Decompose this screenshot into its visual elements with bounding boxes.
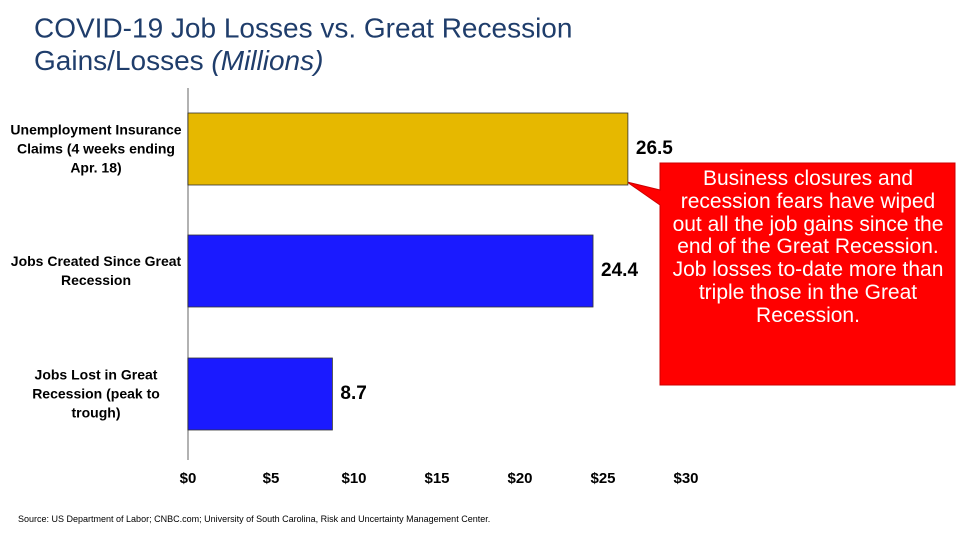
x-tick-label: $5 <box>263 470 280 487</box>
x-tick-label: $20 <box>507 470 532 487</box>
title-unit: (Millions) <box>211 45 323 76</box>
bar <box>187 234 594 308</box>
chart-title: COVID-19 Job Losses vs. Great Recession <box>34 12 572 43</box>
bar <box>187 112 629 186</box>
callout-text: Business closures and recession fears ha… <box>672 167 944 327</box>
title-text: Gains/Losses <box>34 45 204 76</box>
x-tick-label: $15 <box>424 470 449 487</box>
category-label: Jobs Created Since Great Recession <box>10 253 182 288</box>
x-tick-label: $10 <box>341 470 366 487</box>
callout-box <box>626 162 956 386</box>
category-label: Jobs Lost in Great Recession (peak to tr… <box>32 366 160 421</box>
data-label: 26.5 <box>636 138 673 159</box>
category-label: Unemployment Insurance Claims (4 weeks e… <box>10 121 182 176</box>
x-tick-label: $30 <box>673 470 698 487</box>
data-label: 8.7 <box>340 383 366 404</box>
x-tick-label: $0 <box>180 470 197 487</box>
x-tick-label: $25 <box>590 470 615 487</box>
chart-title-line2: Gains/Losses (Millions) <box>34 45 323 76</box>
bar <box>187 357 333 431</box>
data-label: 24.4 <box>601 260 638 281</box>
source: Source: US Department of Labor; CNBC.com… <box>18 514 491 524</box>
